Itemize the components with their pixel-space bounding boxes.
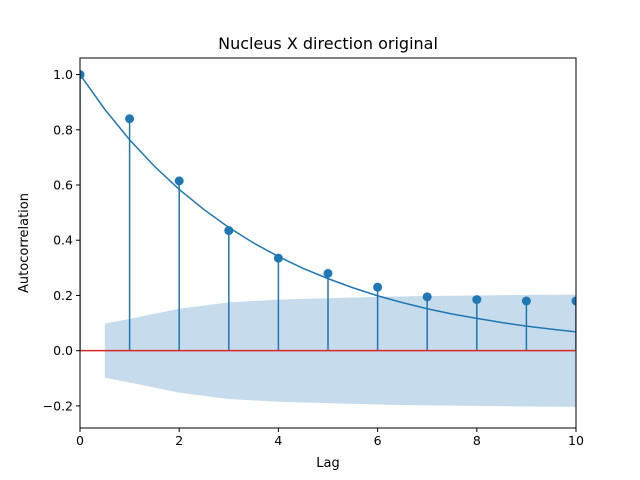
data-point xyxy=(521,296,531,306)
y-tick-label: 0.0 xyxy=(53,343,73,358)
data-point xyxy=(125,114,135,124)
y-tick-label: 0.6 xyxy=(53,178,73,193)
plot-frame xyxy=(79,57,577,429)
x-axis-label: Lag xyxy=(316,456,339,471)
x-tick-label: 10 xyxy=(568,433,584,448)
plot-area xyxy=(80,70,576,407)
data-point xyxy=(472,295,482,305)
data-point xyxy=(373,282,383,292)
y-tick-label: −0.2 xyxy=(43,398,73,413)
x-tick-label: 2 xyxy=(175,433,183,448)
y-tick-label: 1.0 xyxy=(53,67,73,82)
data-point xyxy=(422,292,432,302)
x-axis: 0 2 4 6 8 10 xyxy=(76,428,584,448)
data-point xyxy=(323,268,333,278)
chart-title: Nucleus X direction original xyxy=(218,34,438,53)
y-tick-label: 0.8 xyxy=(53,122,73,137)
data-point xyxy=(174,176,184,186)
x-tick-label: 0 xyxy=(76,433,84,448)
y-axis-label: Autocorrelation xyxy=(17,193,32,293)
data-point xyxy=(273,253,283,263)
data-point xyxy=(80,70,85,80)
x-tick-label: 6 xyxy=(374,433,382,448)
fitted-curve xyxy=(80,74,576,333)
x-tick-label: 4 xyxy=(274,433,282,448)
data-point xyxy=(571,296,576,306)
y-tick-label: 0.4 xyxy=(53,233,73,248)
x-tick-label: 8 xyxy=(473,433,481,448)
data-point xyxy=(224,226,234,236)
y-axis: −0.2 0.0 0.2 0.4 0.6 0.8 1.0 xyxy=(43,67,80,413)
y-tick-label: 0.2 xyxy=(53,288,73,303)
